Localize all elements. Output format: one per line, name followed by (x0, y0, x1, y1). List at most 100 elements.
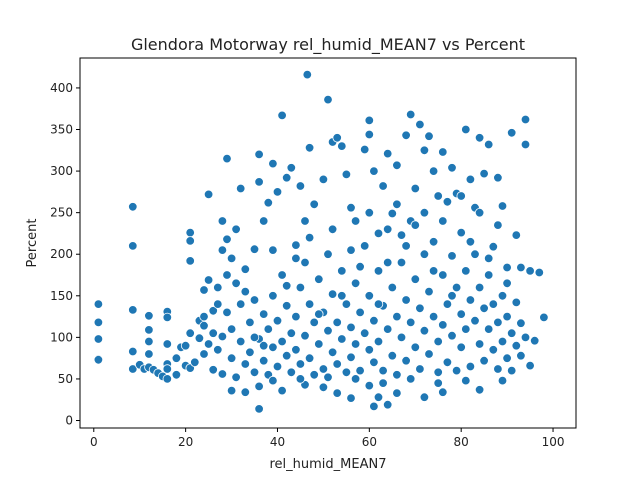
data-point (337, 141, 347, 151)
data-point (128, 346, 138, 357)
data-point (332, 317, 342, 328)
data-point (378, 365, 388, 376)
data-point (497, 201, 508, 211)
data-point (314, 274, 324, 284)
data-point (162, 312, 173, 323)
data-point (327, 289, 338, 299)
data-point (433, 336, 443, 347)
data-point (488, 241, 499, 252)
data-point (213, 299, 223, 309)
data-point (424, 131, 434, 141)
data-point (144, 349, 154, 359)
data-point (203, 275, 214, 285)
data-point (254, 177, 264, 187)
data-point (199, 349, 209, 359)
data-point (217, 245, 228, 255)
data-point (516, 318, 526, 328)
data-point (332, 388, 342, 398)
data-point (259, 216, 269, 226)
data-point (295, 181, 306, 191)
data-point (419, 392, 430, 402)
data-point (484, 139, 494, 150)
data-point (249, 332, 260, 343)
data-point (323, 249, 333, 259)
data-point (493, 172, 503, 183)
data-point (171, 353, 182, 363)
data-point (451, 282, 462, 293)
data-point (488, 299, 499, 309)
data-point (282, 351, 292, 361)
data-point (465, 237, 476, 247)
data-point (144, 336, 154, 347)
data-point (304, 353, 315, 363)
data-point (484, 324, 494, 334)
chart-title: Glendora Motorway rel_humid_MEAN7 vs Per… (131, 35, 525, 55)
data-point (309, 317, 319, 328)
y-axis-ticks: 0 50 100 150 200 250 300 350 400 (50, 81, 80, 428)
y-tick-label: 400 (50, 81, 73, 95)
y-axis-label: Percent (25, 219, 40, 268)
data-point (438, 387, 448, 397)
data-point (309, 370, 319, 380)
data-point (337, 334, 347, 344)
data-point (300, 257, 310, 268)
data-point (282, 172, 292, 183)
data-point (539, 312, 549, 323)
data-point (502, 262, 512, 273)
data-point (406, 317, 416, 328)
data-point (162, 339, 173, 349)
data-point (282, 281, 292, 291)
data-point (259, 356, 269, 366)
data-point (433, 367, 443, 378)
x-tick-label: 80 (454, 435, 469, 449)
data-point (199, 321, 209, 331)
data-point (364, 207, 375, 218)
data-point (332, 359, 342, 369)
data-point (128, 202, 138, 212)
data-point (355, 307, 365, 318)
data-point (520, 114, 531, 125)
data-point (226, 253, 237, 264)
data-point (497, 336, 508, 347)
data-point (213, 345, 223, 355)
data-point (341, 367, 352, 378)
data-point (235, 336, 246, 347)
data-point (231, 372, 241, 383)
data-point (383, 324, 393, 334)
data-point (314, 309, 324, 319)
x-axis-ticks: 0 20 40 60 80 100 (90, 428, 564, 449)
data-point (424, 349, 434, 359)
data-point (479, 356, 489, 366)
data-point (442, 299, 453, 309)
data-point (249, 244, 260, 254)
data-point (268, 375, 278, 386)
data-point (392, 370, 402, 380)
data-point (295, 359, 306, 369)
data-point (419, 326, 430, 336)
data-point (222, 270, 232, 280)
data-point (364, 345, 375, 355)
data-point (259, 309, 269, 319)
data-point (520, 332, 531, 343)
data-point (272, 361, 283, 372)
data-point (185, 328, 195, 338)
data-point (428, 166, 439, 176)
y-tick-label: 350 (50, 123, 73, 137)
data-point (346, 352, 356, 363)
data-point (185, 227, 195, 238)
data-point (406, 109, 416, 120)
data-point (406, 374, 416, 384)
data-point (203, 189, 214, 200)
x-tick-label: 20 (178, 435, 193, 449)
data-point (259, 341, 269, 351)
data-point (433, 191, 443, 201)
data-point (263, 197, 274, 208)
data-point (511, 230, 522, 240)
data-point (185, 236, 195, 246)
data-point (383, 400, 393, 410)
data-point (231, 224, 241, 235)
data-point (245, 347, 255, 358)
data-point (162, 374, 173, 384)
data-point (346, 245, 356, 255)
